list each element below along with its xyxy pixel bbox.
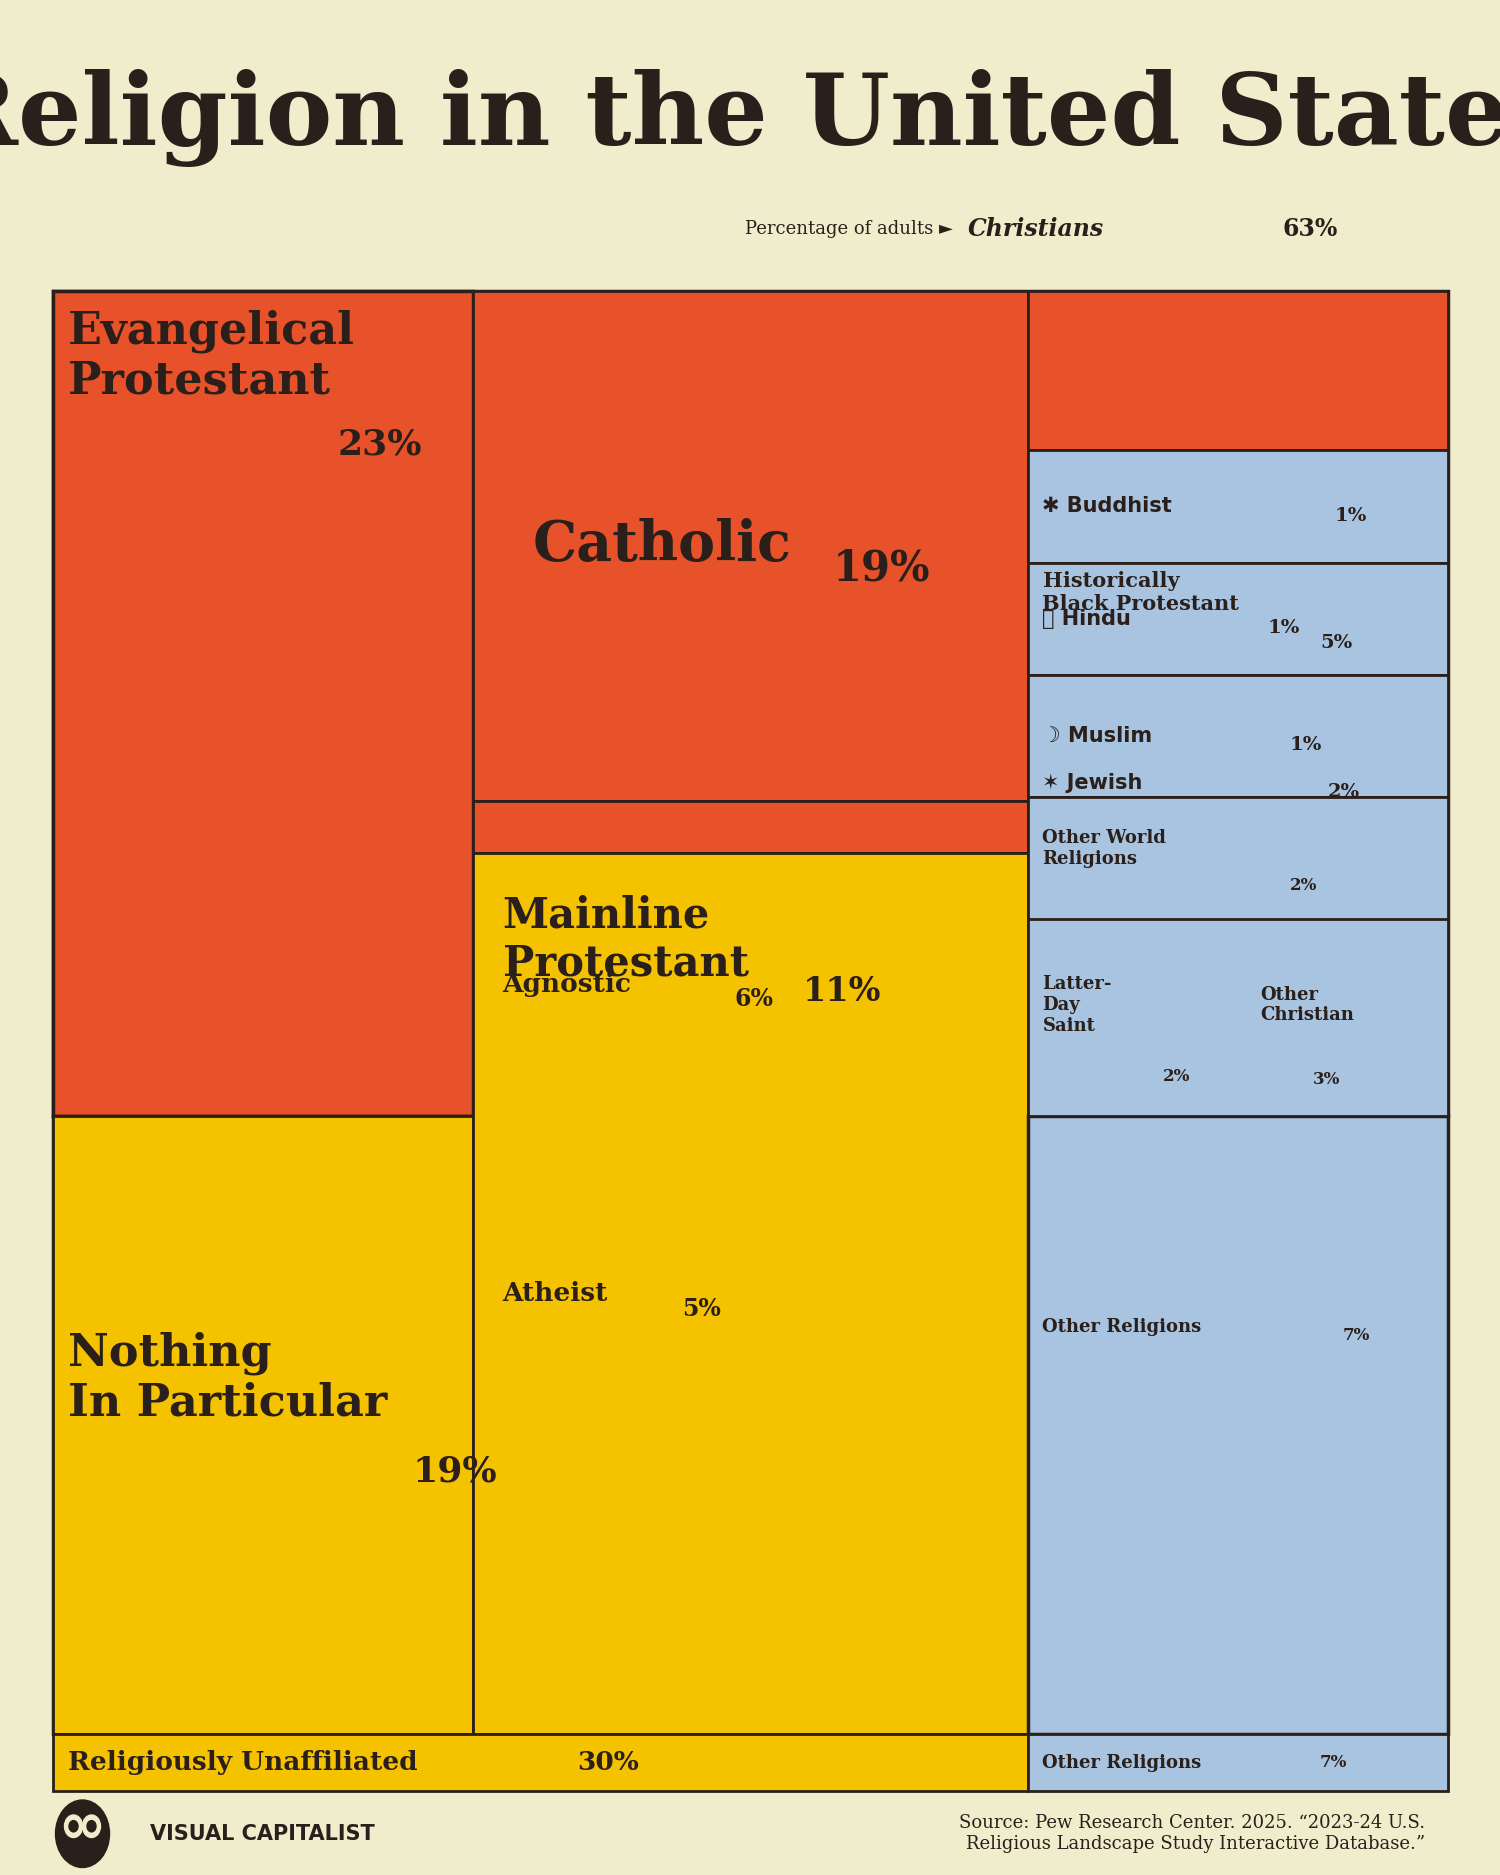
Bar <box>472 291 1028 801</box>
Text: 5%: 5% <box>1320 634 1353 652</box>
Text: 2%: 2% <box>1290 878 1317 894</box>
Text: 1%: 1% <box>1268 619 1300 638</box>
Text: 30%: 30% <box>578 1749 639 1776</box>
Text: ॐ Hindu: ॐ Hindu <box>1042 609 1131 628</box>
Bar <box>1028 1116 1448 1734</box>
Text: 1%: 1% <box>1290 737 1323 754</box>
Text: Catholic: Catholic <box>532 518 792 574</box>
Circle shape <box>64 1815 82 1838</box>
Bar <box>53 291 1448 1116</box>
Bar <box>53 1734 1028 1791</box>
Text: Religiously Unaffiliated: Religiously Unaffiliated <box>68 1749 417 1776</box>
Text: 63%: 63% <box>1282 218 1338 240</box>
Bar <box>53 291 473 1116</box>
Text: Other
Christian: Other Christian <box>1260 986 1354 1024</box>
Text: 6%: 6% <box>735 988 774 1011</box>
Bar <box>472 853 1028 1734</box>
Text: Latter-
Day
Saint: Latter- Day Saint <box>1042 975 1112 1035</box>
Text: 5%: 5% <box>682 1298 722 1320</box>
Bar <box>472 801 1028 1116</box>
Text: 7%: 7% <box>1320 1753 1347 1772</box>
Text: Atheist: Atheist <box>503 1281 608 1307</box>
Text: 2%: 2% <box>1328 784 1359 801</box>
Text: ☽ Muslim: ☽ Muslim <box>1042 726 1152 746</box>
Text: 3%: 3% <box>1312 1071 1340 1089</box>
Bar <box>53 1116 1028 1734</box>
Text: 19%: 19% <box>413 1455 497 1489</box>
Bar <box>1028 675 1448 797</box>
Bar <box>1028 797 1448 919</box>
Text: Historically
Black Protestant: Historically Black Protestant <box>1042 570 1239 615</box>
Bar <box>1245 932 1448 1116</box>
Text: Nothing
In Particular: Nothing In Particular <box>68 1331 387 1425</box>
Text: Other World
Religions: Other World Religions <box>1042 829 1167 868</box>
Text: Other Religions: Other Religions <box>1042 1318 1202 1335</box>
Text: Religion in the United States: Religion in the United States <box>0 69 1500 167</box>
Circle shape <box>56 1800 110 1868</box>
Text: Percentage of adults ►: Percentage of adults ► <box>744 219 952 238</box>
Bar <box>1028 291 1448 932</box>
Text: 23%: 23% <box>338 428 422 461</box>
Text: ✶ Jewish: ✶ Jewish <box>1042 772 1143 793</box>
Bar <box>472 853 1028 1116</box>
Text: Evangelical
Protestant: Evangelical Protestant <box>68 309 354 403</box>
Text: Other Religions: Other Religions <box>1042 1753 1202 1772</box>
Bar <box>1028 562 1448 675</box>
Circle shape <box>82 1815 100 1838</box>
Text: VISUAL CAPITALIST: VISUAL CAPITALIST <box>150 1824 375 1843</box>
Bar <box>1028 450 1448 1116</box>
Text: 11%: 11% <box>802 975 880 1009</box>
Text: 1%: 1% <box>1335 506 1368 525</box>
Bar <box>1028 932 1245 1116</box>
Circle shape <box>69 1821 78 1832</box>
Text: 2%: 2% <box>1162 1067 1190 1086</box>
Text: ✱ Buddhist: ✱ Buddhist <box>1042 497 1173 516</box>
Circle shape <box>87 1821 96 1832</box>
Text: Agnostic: Agnostic <box>503 971 632 998</box>
Bar <box>1028 1734 1448 1791</box>
Text: Mainline
Protestant: Mainline Protestant <box>503 894 748 984</box>
Text: Christians: Christians <box>968 218 1104 240</box>
Text: 19%: 19% <box>833 548 930 589</box>
Bar <box>1028 450 1448 562</box>
Bar <box>53 1116 473 1734</box>
Text: Source: Pew Research Center. 2025. “2023-24 U.S.
Religious Landscape Study Inter: Source: Pew Research Center. 2025. “2023… <box>958 1815 1425 1852</box>
Text: 7%: 7% <box>1342 1328 1370 1344</box>
